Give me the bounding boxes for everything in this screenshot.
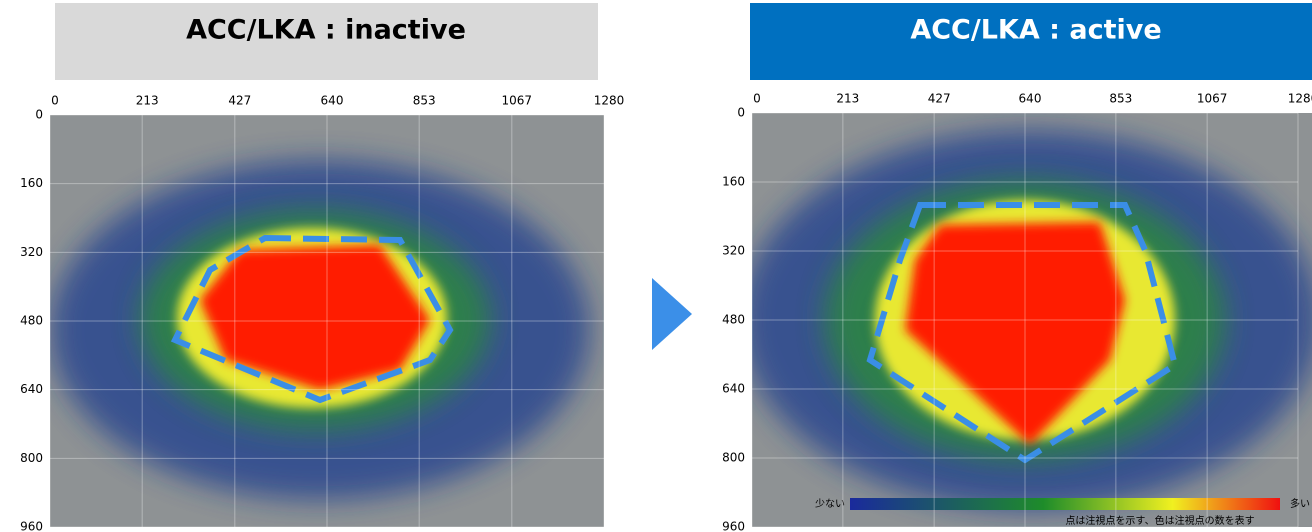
x-tick-label: 0 bbox=[753, 92, 761, 106]
x-tick-label: 1067 bbox=[502, 94, 533, 108]
x-tick-label: 853 bbox=[1109, 92, 1132, 106]
x-tick-label: 427 bbox=[228, 94, 251, 108]
y-tick-label: 640 bbox=[20, 382, 43, 396]
x-tick-label: 0 bbox=[51, 94, 59, 108]
y-tick-label: 960 bbox=[722, 520, 745, 532]
y-tick-label: 480 bbox=[20, 314, 43, 328]
y-tick-label: 160 bbox=[20, 176, 43, 190]
y-tick-label: 320 bbox=[722, 244, 745, 258]
panel-title: ACC/LKA : inactive bbox=[186, 15, 466, 46]
y-tick-label: 640 bbox=[722, 382, 745, 396]
x-tick-label: 213 bbox=[836, 92, 859, 106]
legend-low: 少ない bbox=[815, 498, 845, 510]
color-scale bbox=[850, 498, 1280, 510]
figure: ACC/LKA : inactive ACC/LKA : active 少ない … bbox=[0, 0, 1312, 532]
y-tick-label: 800 bbox=[20, 451, 43, 465]
legend-high: 多い bbox=[1290, 497, 1310, 510]
x-tick-label: 1280 bbox=[1288, 92, 1312, 106]
y-tick-label: 0 bbox=[737, 106, 745, 120]
y-tick-label: 320 bbox=[20, 245, 43, 259]
page: {"panels": [ {"title": "ACC/LKA : inacti… bbox=[0, 0, 1312, 532]
legend-caption: 点は注視点を示す、色は注視点の数を表す bbox=[1065, 514, 1254, 527]
arrow bbox=[652, 278, 692, 350]
y-tick-label: 160 bbox=[722, 175, 745, 189]
x-tick-label: 1280 bbox=[594, 94, 625, 108]
x-tick-label: 853 bbox=[413, 94, 436, 108]
x-tick-label: 427 bbox=[928, 92, 951, 106]
y-tick-label: 480 bbox=[722, 313, 745, 327]
y-tick-label: 960 bbox=[20, 520, 43, 532]
y-tick-label: 800 bbox=[722, 451, 745, 465]
x-tick-label: 640 bbox=[321, 94, 344, 108]
y-tick-label: 0 bbox=[35, 108, 43, 122]
x-tick-label: 213 bbox=[136, 94, 159, 108]
panel-title: ACC/LKA : active bbox=[910, 15, 1161, 46]
x-tick-label: 1067 bbox=[1197, 92, 1228, 106]
x-tick-label: 640 bbox=[1019, 92, 1042, 106]
